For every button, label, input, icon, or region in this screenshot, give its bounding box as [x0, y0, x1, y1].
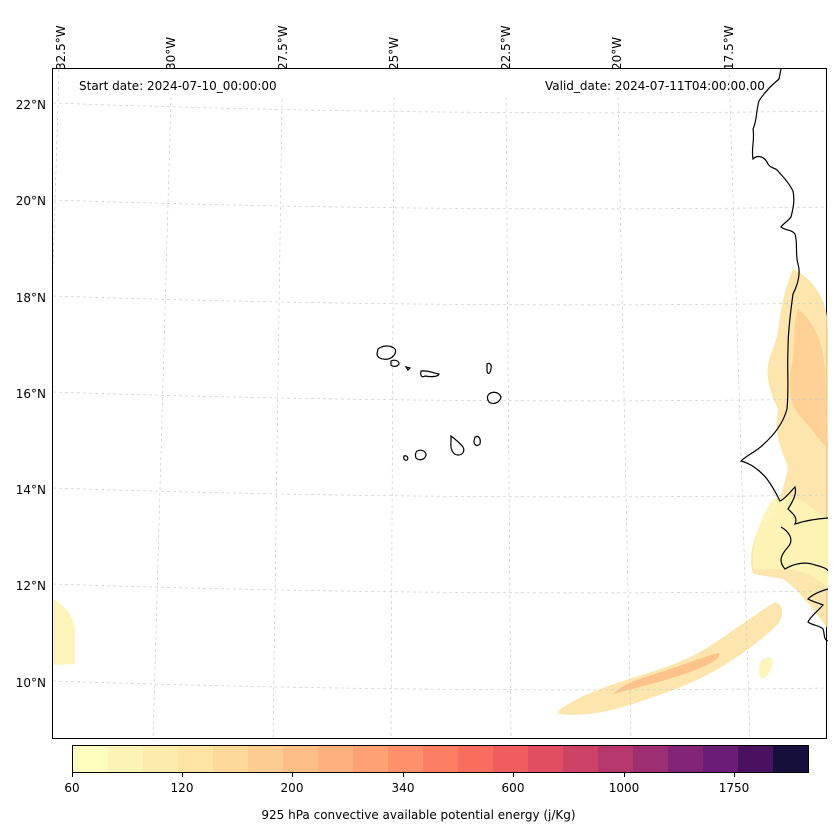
- cape-region-tongue: [558, 602, 783, 715]
- cape-region-west: [53, 599, 75, 665]
- colorbar-cell: [773, 746, 808, 772]
- colorbar-cell: [248, 746, 283, 772]
- colorbar-cell: [178, 746, 213, 772]
- lat-label: 20°N: [15, 194, 46, 208]
- island-maio: [473, 435, 481, 447]
- colorbar-cell: [563, 746, 598, 772]
- lat-label: 18°N: [15, 291, 46, 305]
- lat-label: 14°N: [15, 483, 46, 497]
- colorbar-cell: [388, 746, 423, 772]
- island-boa-vista: [486, 391, 502, 404]
- colorbar-cell: [73, 746, 108, 772]
- lon-label: 25°W: [387, 36, 401, 70]
- island-sal: [486, 362, 492, 375]
- colorbar-cell: [108, 746, 143, 772]
- lon-label: 27.5°W: [276, 25, 290, 70]
- colorbar-cell: [598, 746, 633, 772]
- africa-coastline-south: [780, 526, 828, 642]
- lat-label: 12°N: [15, 579, 46, 593]
- colorbar-tick-label: 120: [170, 781, 194, 795]
- gridlines: [53, 69, 828, 740]
- colorbar-cell: [458, 746, 493, 772]
- island-brava: [403, 455, 409, 461]
- colorbar-cell: [528, 746, 563, 772]
- colorbar-cell: [213, 746, 248, 772]
- lat-label: 22°N: [15, 98, 46, 112]
- island-sao-nicolau: [420, 370, 440, 378]
- island-santo-antao: [376, 345, 397, 360]
- colorbar-cell: [318, 746, 353, 772]
- lon-label: 30°W: [164, 36, 178, 70]
- colorbar-cell: [668, 746, 703, 772]
- lat-label: 10°N: [15, 676, 46, 690]
- africa-coastline: [739, 69, 828, 525]
- valid-date-label: Valid_date: 2024-07-11T04:00:00.00: [545, 79, 765, 93]
- colorbar-tick-label: 60: [64, 781, 80, 795]
- map-panel[interactable]: [52, 68, 828, 740]
- colorbar-cell: [493, 746, 528, 772]
- colorbar-cell: [633, 746, 668, 772]
- map-canvas: [53, 69, 828, 740]
- island-santa-luzia: [404, 366, 412, 371]
- colorbar-tick-label: 600: [501, 781, 525, 795]
- colorbar-tick-label: 200: [280, 781, 304, 795]
- lat-label: 16°N: [15, 387, 46, 401]
- colorbar-cell: [143, 746, 178, 772]
- lon-label: 20°W: [610, 36, 624, 70]
- lon-label: 17.5°W: [722, 25, 736, 70]
- island-santiago: [450, 434, 465, 456]
- colorbar-cell: [703, 746, 738, 772]
- colorbar-tick-label: 340: [391, 781, 415, 795]
- island-fogo: [414, 449, 427, 461]
- colorbar-cell: [283, 746, 318, 772]
- lon-label: 32.5°W: [54, 25, 68, 70]
- cape-shading: [53, 269, 828, 715]
- cape-region-tongue-east: [758, 657, 773, 679]
- colorbar-cell: [738, 746, 773, 772]
- colorbar-tick-label: 1750: [718, 781, 750, 795]
- colorbar-title: 925 hPa convective available potential e…: [261, 808, 576, 822]
- start-date-label: Start date: 2024-07-10_00:00:00: [79, 79, 277, 93]
- colorbar-cell: [353, 746, 388, 772]
- coastline: [376, 69, 828, 642]
- cape-region-coast-inner: [789, 309, 828, 449]
- colorbar-tick-label: 1000: [608, 781, 640, 795]
- lon-label: 22.5°W: [499, 25, 513, 70]
- cape-region-tongue-core: [613, 653, 720, 694]
- island-sao-vicente: [390, 359, 400, 367]
- colorbar-cell: [423, 746, 458, 772]
- colorbar: [72, 745, 809, 773]
